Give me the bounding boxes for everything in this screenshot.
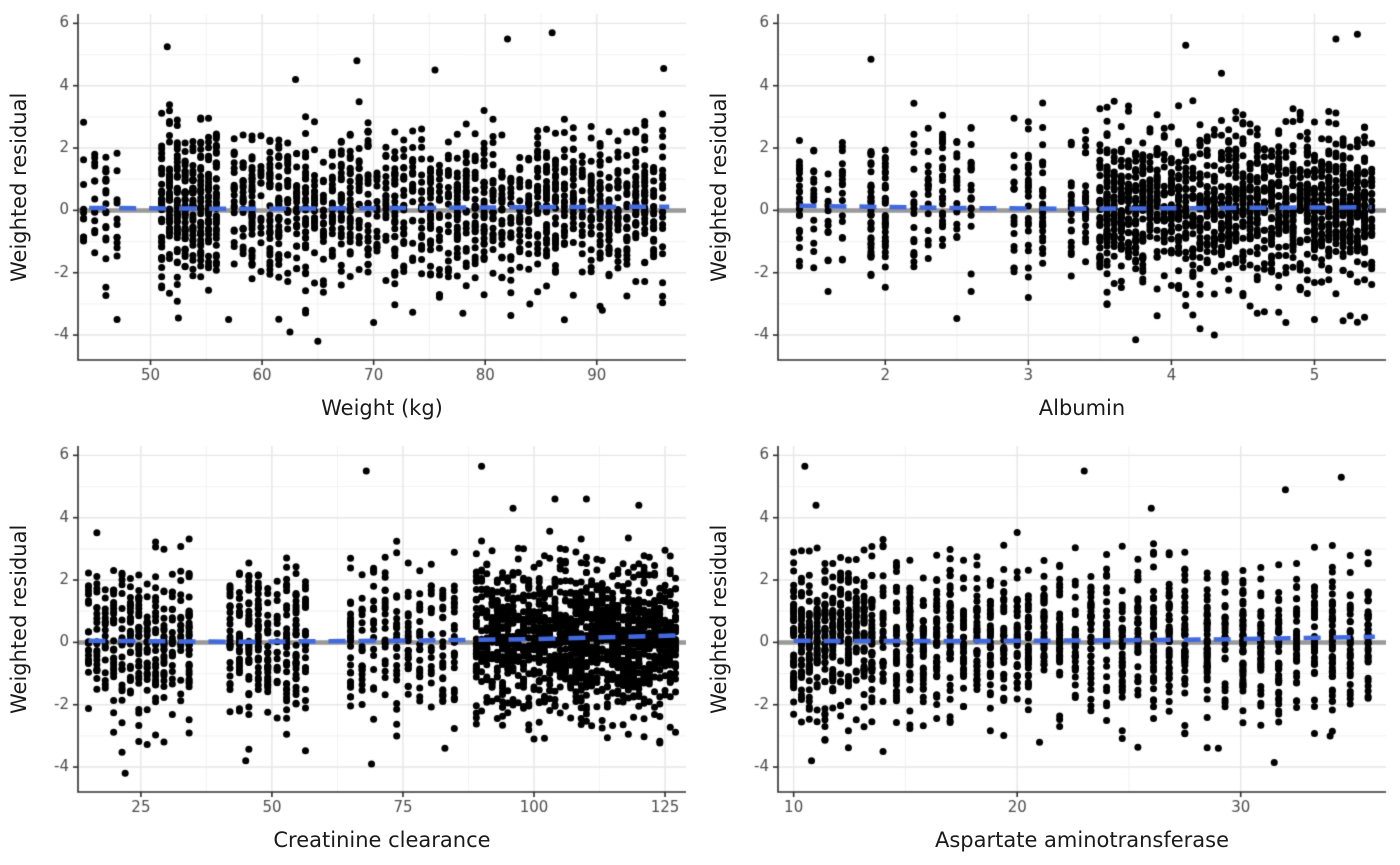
scatter-canvas-albumin — [736, 6, 1400, 390]
x-axis-title: Aspartate aminotransferase — [934, 828, 1230, 852]
y-axis-title: Weighted residual — [707, 92, 731, 282]
scatter-canvas-aspartate-aminotransferase — [736, 438, 1400, 822]
y-axis-title: Weighted residual — [7, 92, 31, 282]
x-axis-title: Creatinine clearance — [273, 828, 491, 852]
panel-albumin: Weighted residual Albumin — [700, 0, 1400, 432]
panel-weight: Weighted residual Weight (kg) — [0, 0, 700, 432]
plot-area-albumin — [736, 6, 1400, 390]
plot-area-weight — [36, 6, 700, 390]
panel-aspartate-aminotransferase: Weighted residual Aspartate aminotransfe… — [700, 432, 1400, 864]
y-axis-title: Weighted residual — [707, 524, 731, 714]
plot-area-aspartate-aminotransferase — [736, 438, 1400, 822]
scatter-canvas-weight — [36, 6, 700, 390]
x-axis-title: Albumin — [1038, 396, 1126, 420]
x-axis-title: Weight (kg) — [321, 396, 443, 420]
plot-area-creatinine-clearance — [36, 438, 700, 822]
scatter-canvas-creatinine-clearance — [36, 438, 700, 822]
y-axis-title: Weighted residual — [7, 524, 31, 714]
panel-creatinine-clearance: Weighted residual Creatinine clearance — [0, 432, 700, 864]
